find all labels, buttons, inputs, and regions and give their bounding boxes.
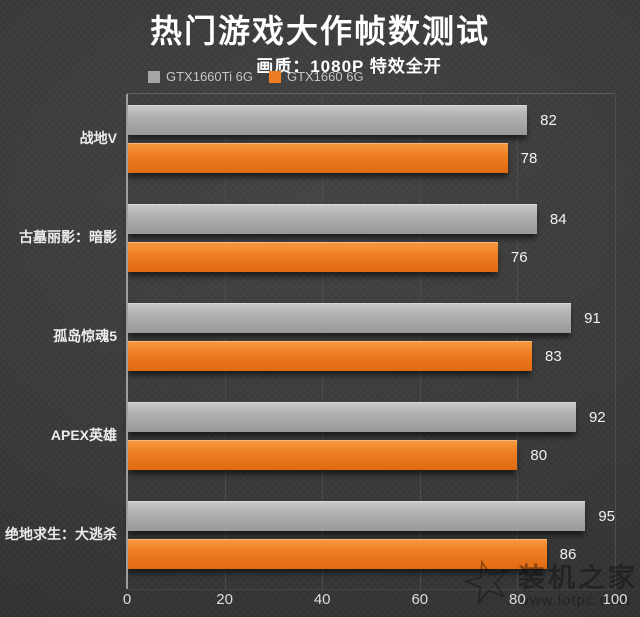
value-label: 83: [545, 347, 562, 365]
x-axis: 0 20 40 60 80 100: [123, 591, 628, 609]
category-label: APEX英雄: [50, 427, 117, 443]
bar-row: 84: [127, 204, 615, 234]
plot-area: 82 78 84 76 91 83 92 80 95 86: [126, 93, 616, 590]
value-label: 82: [540, 111, 557, 129]
bar-gtx1660ti-6g-古墓丽影：暗影: [127, 204, 537, 234]
x-tick-label: 0: [122, 591, 132, 608]
value-label: 80: [530, 446, 548, 464]
x-tick-label: 40: [313, 591, 331, 608]
bar-row: 92: [127, 402, 615, 432]
value-label: 95: [598, 507, 615, 525]
page-title: 热门游戏大作帧数测试: [149, 13, 490, 49]
category-label: 战地V: [79, 130, 117, 146]
bar-row: 80: [127, 440, 615, 470]
value-label: 76: [510, 248, 528, 266]
bar-row: 82: [127, 105, 615, 135]
value-label: 91: [584, 309, 601, 327]
bar-gtx1660ti-6g-APEX英雄: [127, 402, 576, 432]
value-label: 92: [588, 408, 606, 426]
bar-gtx1660-6g-APEX英雄: [127, 440, 518, 470]
y-axis-line: [126, 94, 128, 589]
bar-gtx1660ti-6g-绝地求生：大逃杀: [127, 501, 586, 531]
category-label: 古墓丽影：暗影: [19, 229, 117, 245]
legend-swatch-icon: [148, 70, 160, 83]
bar-gtx1660-6g-战地V: [127, 143, 508, 173]
watermark-name: 装机之家: [518, 562, 638, 593]
watermark: ☆ 装机之家 www.lotpc.com: [453, 543, 638, 617]
bar-row: 95: [127, 501, 615, 531]
bar-row: 76: [127, 242, 615, 272]
legend-item-1: GTX1660 6G: [268, 69, 364, 84]
x-tick-label: 80: [509, 591, 526, 608]
legend-swatch-icon: [268, 70, 281, 83]
bar-row: 78: [127, 143, 615, 173]
legend-label: GTX1660Ti 6G: [166, 69, 253, 84]
bar-row: 91: [127, 303, 615, 333]
bar-gtx1660-6g-孤岛惊魂5: [127, 341, 533, 371]
bar-gtx1660-6g-绝地求生：大逃杀: [127, 539, 547, 569]
bar-row: 86: [127, 539, 615, 569]
bar-gtx1660ti-6g-孤岛惊魂5: [127, 303, 572, 333]
watermark-url: www.lotpc.com: [518, 591, 632, 609]
value-label: 84: [549, 210, 567, 228]
x-tick-label: 60: [411, 591, 429, 608]
bar-row: 83: [127, 341, 615, 371]
x-tick-label: 20: [216, 591, 233, 608]
category-axis: 战地V 古墓丽影：暗影孤岛惊魂5 APEX英雄绝地求生：大逃杀: [0, 0, 117, 617]
legend-item-0: GTX1660Ti 6G: [148, 69, 253, 84]
legend-label: GTX1660 6G: [286, 69, 364, 84]
value-label: 86: [559, 545, 577, 563]
gridline-100: [615, 94, 616, 589]
chart-subtitle: 画质：1080P 特效全开: [256, 57, 442, 76]
chart-legend: GTX1660Ti 6G GTX1660 6G: [148, 69, 364, 84]
bar-gtx1660-6g-古墓丽影：暗影: [127, 242, 498, 272]
x-tick-label: 100: [602, 591, 628, 608]
category-label: 绝地求生：大逃杀: [5, 526, 117, 542]
category-label: 孤岛惊魂5: [53, 328, 117, 344]
value-label: 78: [520, 149, 538, 167]
bar-gtx1660ti-6g-战地V: [127, 105, 528, 135]
